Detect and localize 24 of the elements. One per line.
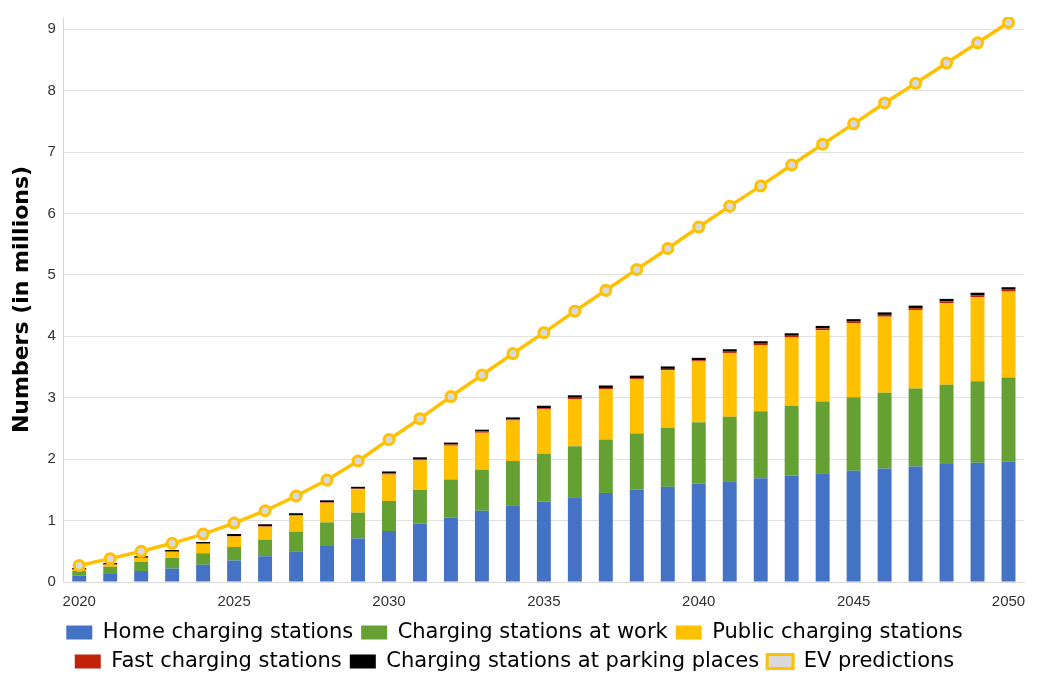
legend-label: Public charging stations <box>712 618 963 643</box>
x-tick-label: 2025 <box>217 592 251 610</box>
y-tick-label: 4 <box>47 326 56 344</box>
legend-label: Fast charging stations <box>111 647 342 672</box>
y-tick-label: 3 <box>47 387 56 405</box>
x-tick-label: 2030 <box>372 592 406 610</box>
x-tick-label: 2040 <box>682 592 716 610</box>
x-tick-label: 2020 <box>62 592 96 610</box>
legend-label: Home charging stations <box>102 618 354 643</box>
legend-label: EV predictions <box>803 647 955 672</box>
x-tick-label: 2050 <box>991 592 1026 610</box>
y-tick-label: 2 <box>47 449 56 467</box>
x-tick-label: 2035 <box>527 592 561 610</box>
legend-label: Charging stations at parking places <box>386 647 760 672</box>
y-tick-label: 1 <box>47 510 56 528</box>
legend-label: Charging stations at work <box>397 618 669 643</box>
y-tick-label: 9 <box>47 19 56 37</box>
y-tick-label: 7 <box>47 142 56 160</box>
y-tick-label: 6 <box>47 203 56 221</box>
x-tick-label: 2045 <box>836 592 871 610</box>
y-axis-title: Numbers (in millions) <box>7 165 33 434</box>
y-tick-label: 8 <box>47 80 56 98</box>
y-tick-label: 0 <box>47 572 56 590</box>
y-tick-label: 5 <box>47 265 56 283</box>
